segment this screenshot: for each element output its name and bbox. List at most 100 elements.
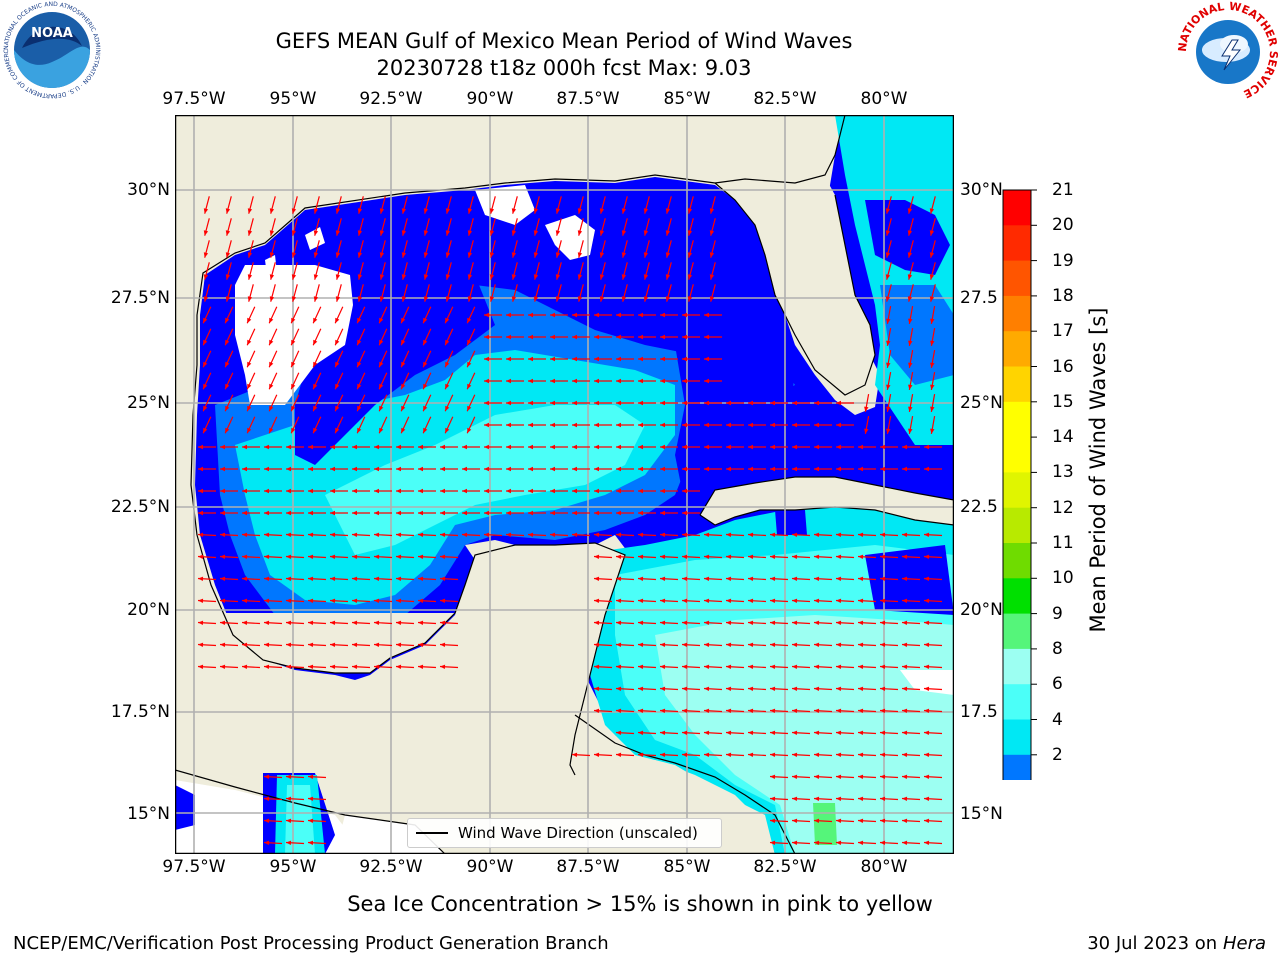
wind-wave-arrowhead bbox=[291, 383, 296, 390]
wind-wave-arrowhead bbox=[907, 208, 913, 214]
wind-wave-arrowhead bbox=[880, 752, 886, 757]
wind-wave-arrowhead bbox=[335, 339, 340, 346]
wind-wave-arrowhead bbox=[220, 554, 226, 559]
wind-wave-arrowhead bbox=[638, 708, 644, 713]
wind-wave-arrowhead bbox=[467, 252, 473, 258]
wind-wave-arrowhead bbox=[704, 444, 709, 450]
wind-wave-arrowhead bbox=[555, 296, 561, 302]
wind-wave-arrowhead bbox=[682, 510, 687, 516]
wind-wave-arrowhead bbox=[814, 576, 820, 581]
wind-wave-arrowhead bbox=[616, 466, 621, 472]
lat-label-left: 25°N bbox=[127, 393, 170, 413]
wind-wave-arrowhead bbox=[308, 642, 314, 647]
wind-wave-arrowhead bbox=[792, 422, 797, 428]
wind-wave-arrowhead bbox=[594, 356, 599, 362]
wind-wave-arrowhead bbox=[462, 466, 467, 472]
lon-label-top: 82.5°W bbox=[753, 89, 817, 109]
colorbar-tick-label: 9 bbox=[1052, 603, 1063, 624]
wind-wave-arrowhead bbox=[616, 598, 622, 603]
lat-label-left: 27.5°N bbox=[110, 288, 170, 308]
wind-wave-arrowhead bbox=[908, 318, 913, 324]
wind-wave-arrowhead bbox=[440, 620, 446, 625]
colorbar-title: Mean Period of Wind Waves [s] bbox=[1086, 307, 1110, 633]
wind-wave-arrowhead bbox=[858, 576, 864, 581]
wind-wave-arrowhead bbox=[726, 554, 732, 559]
colorbar-segment bbox=[1003, 613, 1031, 650]
wind-wave-arrowhead bbox=[665, 208, 671, 214]
wind-wave-arrowhead bbox=[269, 383, 274, 390]
wind-wave-arrowhead bbox=[594, 554, 600, 559]
wind-wave-arrowhead bbox=[286, 840, 292, 845]
wind-wave-arrowhead bbox=[308, 796, 314, 801]
wind-wave-arrowhead bbox=[418, 488, 423, 494]
wind-wave-arrowhead bbox=[401, 252, 407, 258]
wind-wave-arrowhead bbox=[484, 422, 489, 428]
wind-wave-arrowhead bbox=[357, 296, 363, 302]
wind-wave-arrowhead bbox=[814, 444, 819, 450]
wind-wave-arrowhead bbox=[660, 444, 665, 450]
wind-wave-arrowhead bbox=[313, 296, 319, 302]
gulf-map bbox=[175, 115, 954, 854]
wind-wave-arrowhead bbox=[770, 708, 776, 713]
wind-wave-arrowhead bbox=[621, 252, 627, 258]
lon-label-top: 87.5°W bbox=[556, 89, 620, 109]
wind-wave-arrowhead bbox=[886, 362, 891, 368]
wind-wave-arrowhead bbox=[291, 296, 297, 302]
wind-wave-arrowhead bbox=[599, 208, 605, 214]
wind-wave-arrowhead bbox=[748, 664, 754, 669]
wind-wave-arrowhead bbox=[643, 252, 649, 258]
wind-wave-arrowhead bbox=[594, 510, 599, 516]
wind-wave-arrowhead bbox=[770, 576, 776, 581]
wind-wave-arrowhead bbox=[506, 356, 511, 362]
wind-wave-arrowhead bbox=[418, 664, 424, 669]
wind-wave-arrowhead bbox=[198, 466, 203, 472]
wind-wave-arrowhead bbox=[269, 317, 274, 324]
wind-wave-arrowhead bbox=[880, 576, 886, 581]
wind-wave-arrowhead bbox=[638, 488, 643, 494]
lon-label-bottom: 87.5°W bbox=[556, 857, 620, 877]
wind-wave-arrowhead bbox=[902, 752, 908, 757]
wind-wave-arrowhead bbox=[242, 576, 248, 581]
wind-wave-arrowhead bbox=[308, 488, 313, 494]
colorbar-tick-label: 8 bbox=[1052, 638, 1063, 659]
wind-wave-arrowhead bbox=[220, 664, 226, 669]
wind-wave-arrowhead bbox=[858, 444, 863, 450]
wind-wave-arrowhead bbox=[308, 840, 314, 845]
wind-wave-arrowhead bbox=[660, 510, 665, 516]
wind-wave-arrowhead bbox=[533, 296, 539, 302]
wind-wave-arrowhead bbox=[621, 296, 627, 302]
wind-wave-arrowhead bbox=[418, 510, 423, 516]
colorbar-segment bbox=[1003, 366, 1031, 403]
wind-wave-arrowhead bbox=[621, 274, 627, 280]
wind-wave-arrowhead bbox=[330, 532, 336, 537]
wind-wave-arrowhead bbox=[616, 642, 622, 647]
wind-wave-arrowhead bbox=[550, 488, 555, 494]
wind-wave-arrowhead bbox=[792, 554, 798, 559]
wind-wave-arrowhead bbox=[225, 252, 231, 258]
wind-wave-arrowhead bbox=[352, 510, 357, 516]
wind-wave-arrowhead bbox=[594, 444, 599, 450]
colorbar-segment bbox=[1003, 295, 1031, 332]
lat-label-left: 30°N bbox=[127, 180, 170, 200]
wind-wave-arrowhead bbox=[440, 532, 446, 537]
wind-wave-arrowhead bbox=[445, 274, 451, 280]
wind-wave-arrowhead bbox=[418, 554, 424, 559]
wind-wave-arrowhead bbox=[924, 620, 930, 625]
wind-wave-arrowhead bbox=[286, 642, 292, 647]
wind-wave-arrowhead bbox=[247, 296, 253, 302]
wind-wave-arrowhead bbox=[594, 334, 599, 340]
wind-wave-arrowhead bbox=[704, 730, 710, 735]
noaa-logo-icon: NOAA NATIONAL OCEANIC AND ATMOSPHERIC AD… bbox=[0, 0, 102, 100]
wind-wave-arrowhead bbox=[379, 361, 384, 368]
wind-wave-arrowhead bbox=[550, 400, 555, 406]
wind-wave-arrowhead bbox=[352, 598, 358, 603]
wind-wave-arrowhead bbox=[770, 400, 775, 406]
wind-wave-arrowhead bbox=[594, 708, 600, 713]
wind-wave-arrowhead bbox=[682, 532, 688, 537]
wind-wave-arrowhead bbox=[748, 576, 754, 581]
wind-wave-arrowhead bbox=[225, 383, 230, 390]
wind-wave-arrowhead bbox=[638, 642, 644, 647]
wind-wave-arrowhead bbox=[858, 598, 864, 603]
wind-wave-arrowhead bbox=[220, 510, 225, 516]
wind-wave-arrowhead bbox=[462, 532, 468, 537]
